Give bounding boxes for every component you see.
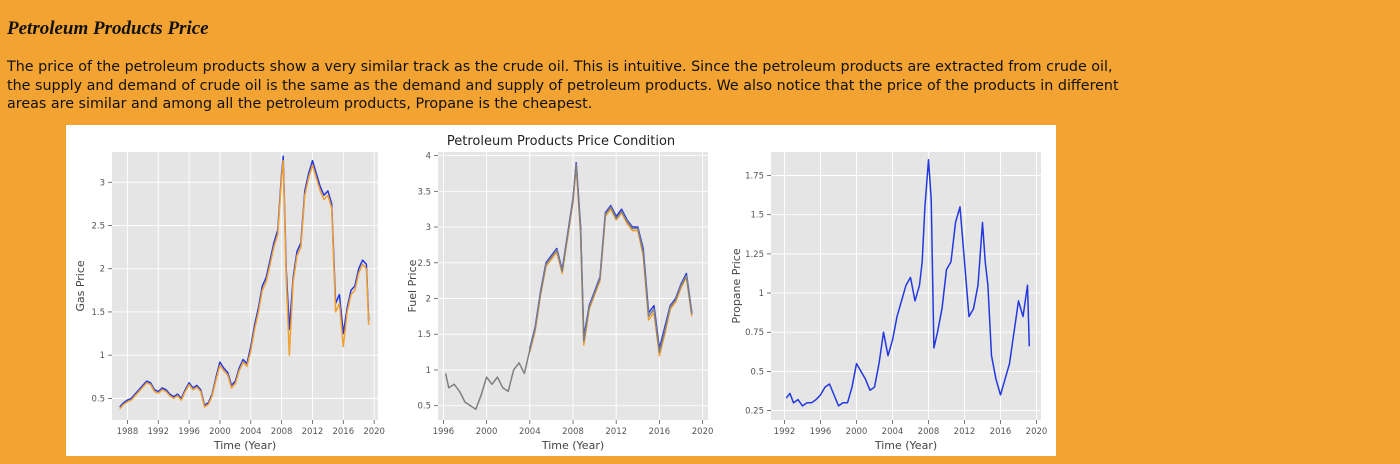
x-tick-label: 2016	[990, 427, 1012, 437]
y-tick-label: 2	[100, 265, 105, 275]
x-tick-label: 2020	[692, 427, 714, 437]
y-tick-label: 1	[759, 289, 764, 299]
chart-figure: Petroleum Products Price Condition 1988 1…	[66, 125, 1056, 456]
y-tick-label: 4	[426, 152, 431, 162]
y-tick-label: 0.5	[417, 402, 431, 412]
y-tick-label: 0.25	[745, 407, 764, 417]
x-tick-label: 2008	[562, 427, 584, 437]
x-tick-label: 1988	[117, 427, 139, 437]
x-tick-label: 1992	[147, 427, 169, 437]
x-tick-label: 2008	[918, 427, 940, 437]
section-heading: Petroleum Products Price	[7, 18, 209, 39]
x-tick-label: 2008	[271, 427, 293, 437]
x-axis-label: Time (Year)	[541, 439, 604, 452]
charts-svg: Petroleum Products Price Condition 1988 1…	[74, 134, 1048, 452]
section-paragraph: The price of the petroleum products show…	[7, 59, 1119, 112]
y-tick-label: 3	[100, 178, 105, 188]
y-axis-label: Propane Price	[730, 248, 743, 323]
y-tick-label: 1.25	[745, 250, 764, 260]
x-tick-label: 2000	[846, 427, 868, 437]
x-tick-label: 1992	[774, 427, 796, 437]
y-tick-label: 1.75	[745, 172, 764, 182]
x-tick-label: 2004	[519, 427, 541, 437]
series-line-2-3	[444, 163, 693, 411]
y-tick-label: 1.5	[417, 330, 431, 340]
x-tick-label: 2016	[649, 427, 671, 437]
x-tick-label: 2020	[363, 427, 385, 437]
y-tick-label: 1	[426, 366, 431, 376]
x-tick-label: 2012	[954, 427, 976, 437]
x-tick-label: 2000	[209, 427, 231, 437]
y-tick-label: 1.5	[91, 308, 105, 318]
y-tick-label: 2.5	[417, 259, 431, 269]
x-tick-label: 2012	[605, 427, 627, 437]
series-line-3-1	[785, 159, 1031, 407]
y-tick-label: 0.5	[91, 394, 105, 404]
y-axis-label: Gas Price	[74, 260, 87, 312]
x-tick-label: 2004	[240, 427, 262, 437]
y-tick-label: 1	[100, 351, 105, 361]
x-tick-label: 2004	[882, 427, 904, 437]
x-axis-label: Time (Year)	[213, 439, 276, 452]
series-line-1-2	[119, 159, 370, 410]
x-tick-label: 2000	[476, 427, 498, 437]
y-tick-label: 2.5	[91, 221, 105, 231]
y-tick-label: 1.5	[750, 211, 764, 221]
y-tick-label: 0.75	[745, 328, 764, 338]
plot-area-1	[112, 152, 378, 420]
y-axis-label: Fuel Price	[406, 259, 419, 312]
x-tick-label: 1996	[433, 427, 455, 437]
y-tick-label: 0.5	[750, 367, 764, 377]
figure-title: Petroleum Products Price Condition	[447, 134, 675, 149]
y-tick-label: 3.5	[417, 187, 431, 197]
x-tick-label: 2012	[302, 427, 324, 437]
x-tick-label: 2016	[332, 427, 354, 437]
x-tick-label: 1996	[178, 427, 200, 437]
x-tick-label: 2020	[1026, 427, 1048, 437]
y-tick-label: 3	[426, 223, 431, 233]
y-tick-label: 2	[426, 295, 431, 305]
x-axis-label: Time (Year)	[874, 439, 937, 452]
x-tick-label: 1996	[810, 427, 832, 437]
